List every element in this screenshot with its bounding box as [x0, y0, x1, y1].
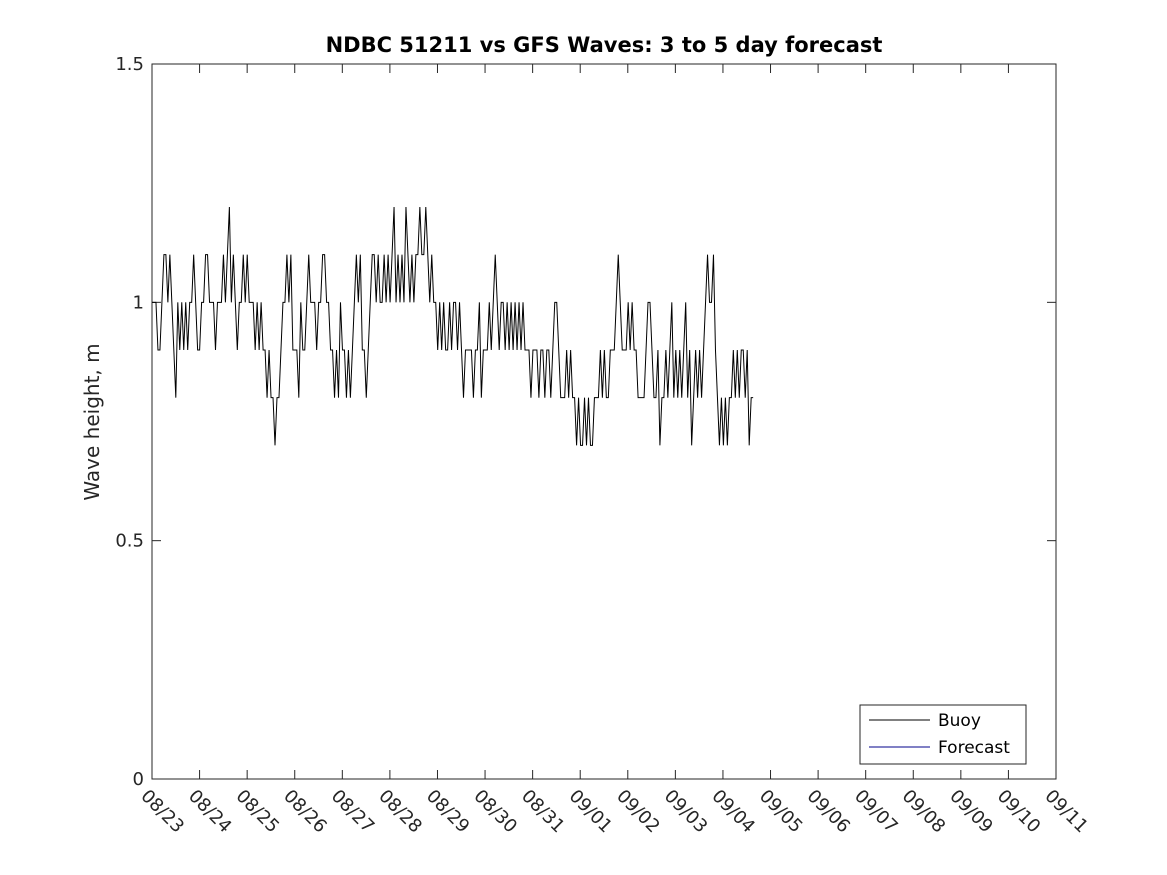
plot-area: [151, 63, 1057, 780]
series-layer: [152, 206, 754, 446]
legend-buoy-label: Buoy: [938, 711, 981, 731]
chart-title: NDBC 51211 vs GFS Waves: 3 to 5 day fore…: [326, 33, 883, 57]
y-tick-label: 1: [133, 292, 144, 313]
y-tick-label: 0: [133, 769, 144, 790]
legend-box: [859, 704, 1027, 765]
legend: Buoy Forecast: [859, 704, 1027, 765]
y-tick-label: 1.5: [115, 54, 144, 75]
y-axis-ticks: 0 0.5 1 1.5: [115, 54, 1056, 790]
legend-forecast-label: Forecast: [938, 738, 1010, 758]
y-axis-label: Wave height, m: [80, 343, 104, 500]
series-line-buoy: [152, 206, 754, 446]
y-tick-label: 0.5: [115, 531, 144, 552]
